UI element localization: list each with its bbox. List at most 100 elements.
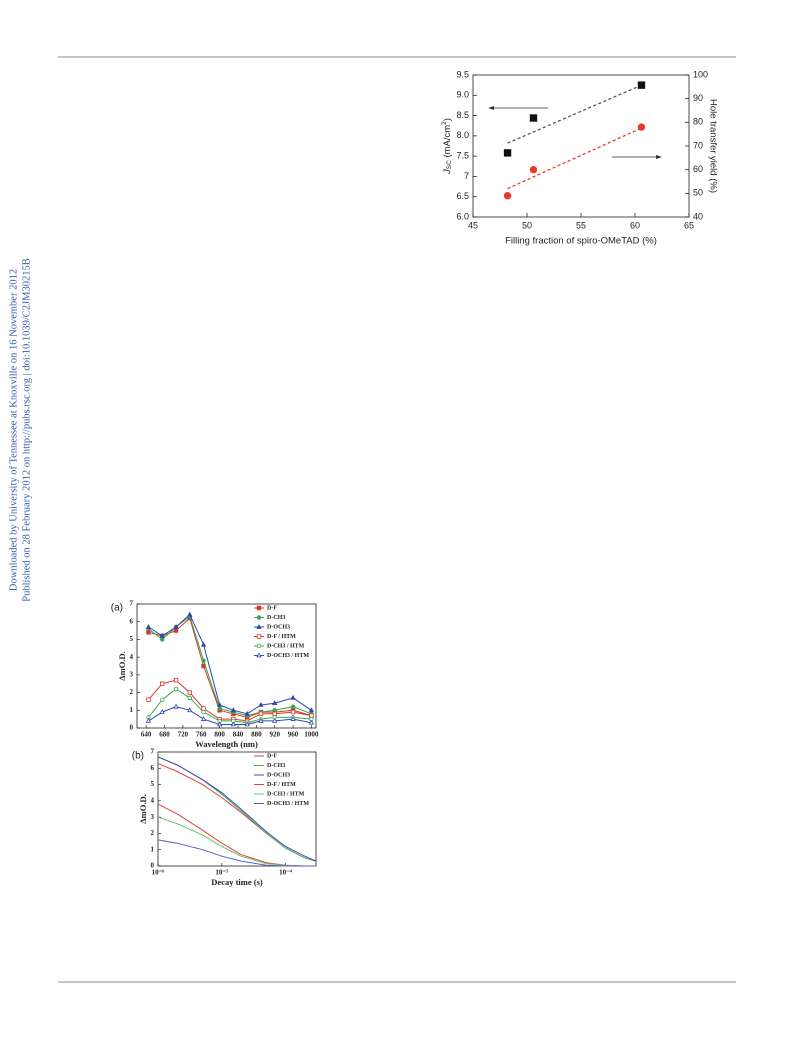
y2-tick-label: 40 <box>693 211 703 221</box>
marker <box>230 707 237 713</box>
y2-tick-label: 90 <box>693 93 703 103</box>
x-tick-label: 60 <box>630 220 640 230</box>
x-tick-label: 800 <box>214 731 225 739</box>
legend-marker <box>256 605 262 611</box>
y-tick-label: 8.5 <box>456 110 469 120</box>
y-tick-label: 1 <box>130 706 134 714</box>
marker <box>258 717 264 723</box>
series-line <box>148 679 312 722</box>
marker <box>187 690 192 695</box>
series-line <box>148 617 312 718</box>
legend-label: D-F / HTM <box>267 782 296 788</box>
y-axis-label-part: ) <box>442 118 453 121</box>
series-line <box>157 756 317 862</box>
x-tick-label: 680 <box>159 731 170 739</box>
legend-label: D-CH3 / HTM <box>267 643 305 649</box>
y2-axis-label: Hole transfer yield (%) <box>707 99 718 193</box>
x-tick-label: 65 <box>684 220 694 230</box>
marker <box>173 624 179 629</box>
y-tick-label: 5 <box>151 780 155 788</box>
y-tick-label: 7 <box>151 748 155 756</box>
x-tick-label: 920 <box>269 731 280 739</box>
y-tick-label: 5 <box>130 635 134 643</box>
x-tick-label: 880 <box>251 731 262 739</box>
legend-label: D-OCH3 <box>267 624 290 630</box>
marker <box>200 641 207 647</box>
y-tick-label: 2 <box>151 829 155 837</box>
fit-line <box>507 127 642 190</box>
x-axis-label: Decay time (s) <box>211 877 263 887</box>
legend-marker <box>256 643 262 649</box>
legend-label: D-CH3 <box>267 615 285 621</box>
y2-tick-label: 50 <box>693 188 703 198</box>
y-tick-label: 9.5 <box>456 69 469 79</box>
x-axis-label: Wavelength (nm) <box>195 739 258 749</box>
marker <box>272 700 278 706</box>
legend-marker <box>256 652 262 658</box>
legend-label: D-OCH3 / HTM <box>267 653 309 659</box>
y-tick-label: 6.5 <box>456 191 469 201</box>
marker <box>308 719 315 725</box>
y-tick-label: 7 <box>130 600 134 608</box>
marker <box>503 191 512 200</box>
marker <box>637 81 646 89</box>
y2-tick-label: 60 <box>693 164 703 174</box>
marker <box>145 717 152 723</box>
marker <box>200 716 207 721</box>
marker <box>173 628 179 633</box>
marker <box>290 694 296 700</box>
x-axis-label: Filling fraction of spiro-OMeTAD (%) <box>505 236 657 247</box>
y-axis-label-part: 2 <box>441 121 448 125</box>
panel-label: (a) <box>111 603 123 614</box>
x-tick-label: 760 <box>196 731 207 739</box>
fit-line <box>507 84 642 144</box>
marker <box>173 677 179 683</box>
legend-label: D-OCH3 <box>267 772 290 778</box>
legend-label: D-F / HTM <box>267 634 296 640</box>
marker <box>159 709 165 714</box>
marker <box>216 701 223 707</box>
marker <box>217 706 222 711</box>
marker <box>145 624 152 629</box>
x-tick-label: 640 <box>141 731 152 739</box>
marker <box>529 114 538 122</box>
y-tick-label: 2 <box>130 688 134 696</box>
series-line <box>157 839 316 867</box>
series-line <box>157 816 316 867</box>
series-line <box>157 762 317 862</box>
marker <box>272 708 277 713</box>
marker <box>160 637 165 642</box>
y-axis-label: ΔmO.D. <box>117 651 127 680</box>
marker <box>173 703 179 709</box>
y-tick-label: 0 <box>130 724 134 732</box>
y-tick-label: 6 <box>130 617 134 625</box>
y2-tick-label: 100 <box>693 69 708 79</box>
x-tick-label: 55 <box>576 220 586 230</box>
marker <box>216 721 223 727</box>
x-tick-label: 10⁻⁵ <box>215 869 228 877</box>
y-tick-label: 3 <box>151 813 155 821</box>
marker <box>529 165 538 174</box>
y-tick-label: 8.0 <box>456 130 469 140</box>
marker <box>503 149 512 157</box>
series-line <box>157 803 316 867</box>
marker <box>146 630 151 635</box>
series-line <box>148 706 312 725</box>
plot-frame <box>136 603 317 729</box>
x-tick-label: 720 <box>178 731 189 739</box>
y2-tick-label: 70 <box>693 140 703 150</box>
x-tick-label: 840 <box>233 731 244 739</box>
y-axis-label-part: (mA/cm <box>442 125 453 160</box>
y-tick-label: 9.0 <box>456 90 469 100</box>
y-tick-label: 3 <box>130 670 134 678</box>
marker <box>160 697 165 702</box>
y-axis-label-part: SC <box>446 160 453 169</box>
marker <box>160 681 165 686</box>
x-tick-label: 50 <box>522 220 532 230</box>
y-axis-label: ΔmO.D. <box>138 794 148 823</box>
marker <box>173 686 179 692</box>
x-tick-label: 1000 <box>304 731 319 739</box>
panel-label: (b) <box>132 751 144 762</box>
legend-label: D-F <box>267 605 277 611</box>
